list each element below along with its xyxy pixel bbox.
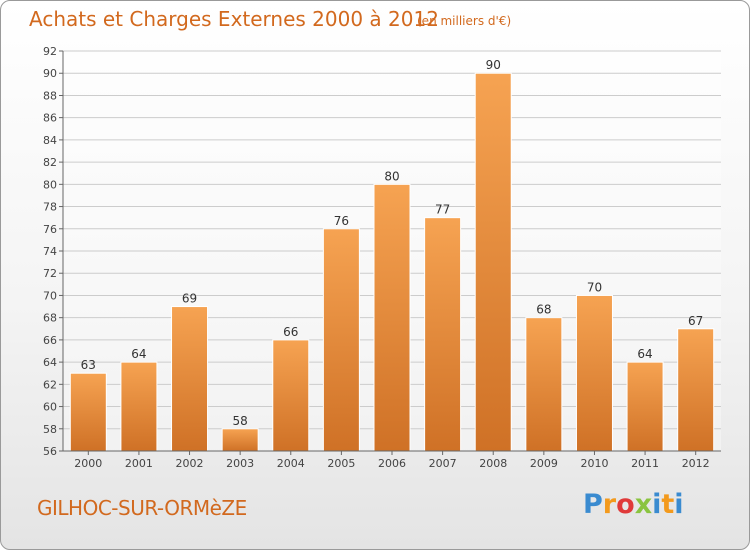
y-tick-label: 90	[43, 67, 57, 80]
data-label-2007: 77	[435, 203, 450, 217]
brand-letter: i	[674, 489, 684, 520]
bar-2004	[272, 339, 310, 452]
x-tick-label: 2004	[277, 457, 305, 470]
data-label-2010: 70	[587, 280, 602, 294]
x-tick-label: 2006	[378, 457, 406, 470]
y-tick-label: 58	[43, 423, 57, 436]
brand-letter: P	[583, 489, 603, 520]
bar-2000	[69, 372, 107, 452]
brand-letter: i	[652, 489, 662, 520]
chart-unit: (en milliers d'€)	[417, 14, 512, 28]
y-tick-label: 76	[43, 223, 57, 236]
bar-2007	[424, 217, 462, 452]
y-tick-label: 56	[43, 445, 57, 458]
y-tick-label: 74	[43, 245, 57, 258]
x-tick-label: 2011	[631, 457, 659, 470]
bar-2010	[575, 294, 613, 452]
bar-2003	[221, 428, 259, 452]
bars: 63 64 69 58 66 76 80 77 90 68 70 64 67	[69, 58, 715, 452]
y-tick-label: 80	[43, 178, 57, 191]
data-label-2006: 80	[384, 169, 399, 183]
proxiti-logo[interactable]: Proxiti	[583, 489, 684, 520]
y-tick-label: 68	[43, 312, 57, 325]
bar-2008	[474, 72, 512, 452]
x-tick-label: 2003	[226, 457, 254, 470]
data-label-2004: 66	[283, 325, 298, 339]
data-label-2001: 64	[131, 347, 146, 361]
y-tick-label: 66	[43, 334, 57, 347]
bar-2002	[171, 306, 209, 452]
y-tick-label: 88	[43, 89, 57, 102]
bar-2011	[626, 361, 664, 452]
y-tick-label: 64	[43, 356, 57, 369]
brand-letter: o	[616, 489, 635, 520]
data-label-2008: 90	[486, 58, 501, 72]
bar-2005	[322, 228, 360, 452]
x-axis: 2000 2001 2002 2003 2004 2005 2006 2007 2008 2009…	[63, 450, 721, 470]
x-tick-label: 2008	[479, 457, 507, 470]
x-tick-label: 2010	[580, 457, 608, 470]
y-axis: 56 58 60 62 64 66 68 70 72 74 76 78 80 82 84 86 88 90 92	[43, 45, 64, 458]
y-tick-label: 60	[43, 401, 57, 414]
data-label-2012: 67	[688, 314, 703, 328]
bar-2001	[120, 361, 158, 452]
data-label-2003: 58	[233, 414, 248, 428]
bar-2009	[525, 317, 563, 452]
y-tick-label: 82	[43, 156, 57, 169]
data-label-2005: 76	[334, 214, 349, 228]
y-tick-label: 70	[43, 289, 57, 302]
bar-2012	[677, 328, 715, 452]
brand-letter: r	[602, 489, 617, 520]
y-tick-label: 84	[43, 134, 57, 147]
chart-title: Achats et Charges Externes 2000 à 2012	[29, 7, 439, 31]
x-tick-label: 2001	[125, 457, 153, 470]
bar-2006	[373, 183, 411, 452]
x-tick-label: 2007	[429, 457, 457, 470]
data-label-2000: 63	[81, 358, 96, 372]
y-tick-label: 92	[43, 45, 57, 58]
commune-name: GILHOC-SUR-ORMèZE	[37, 496, 247, 520]
y-tick-label: 78	[43, 201, 57, 214]
y-tick-label: 62	[43, 378, 57, 391]
x-tick-label: 2012	[682, 457, 710, 470]
y-tick-label: 72	[43, 267, 57, 280]
data-label-2011: 64	[637, 347, 652, 361]
x-tick-label: 2002	[176, 457, 204, 470]
brand-letter: x	[634, 489, 653, 520]
data-label-2002: 69	[182, 292, 197, 306]
y-tick-label: 86	[43, 112, 57, 125]
x-tick-label: 2000	[74, 457, 102, 470]
brand-letter: t	[661, 489, 675, 520]
x-tick-label: 2009	[530, 457, 558, 470]
x-tick-label: 2005	[327, 457, 355, 470]
data-label-2009: 68	[536, 303, 551, 317]
